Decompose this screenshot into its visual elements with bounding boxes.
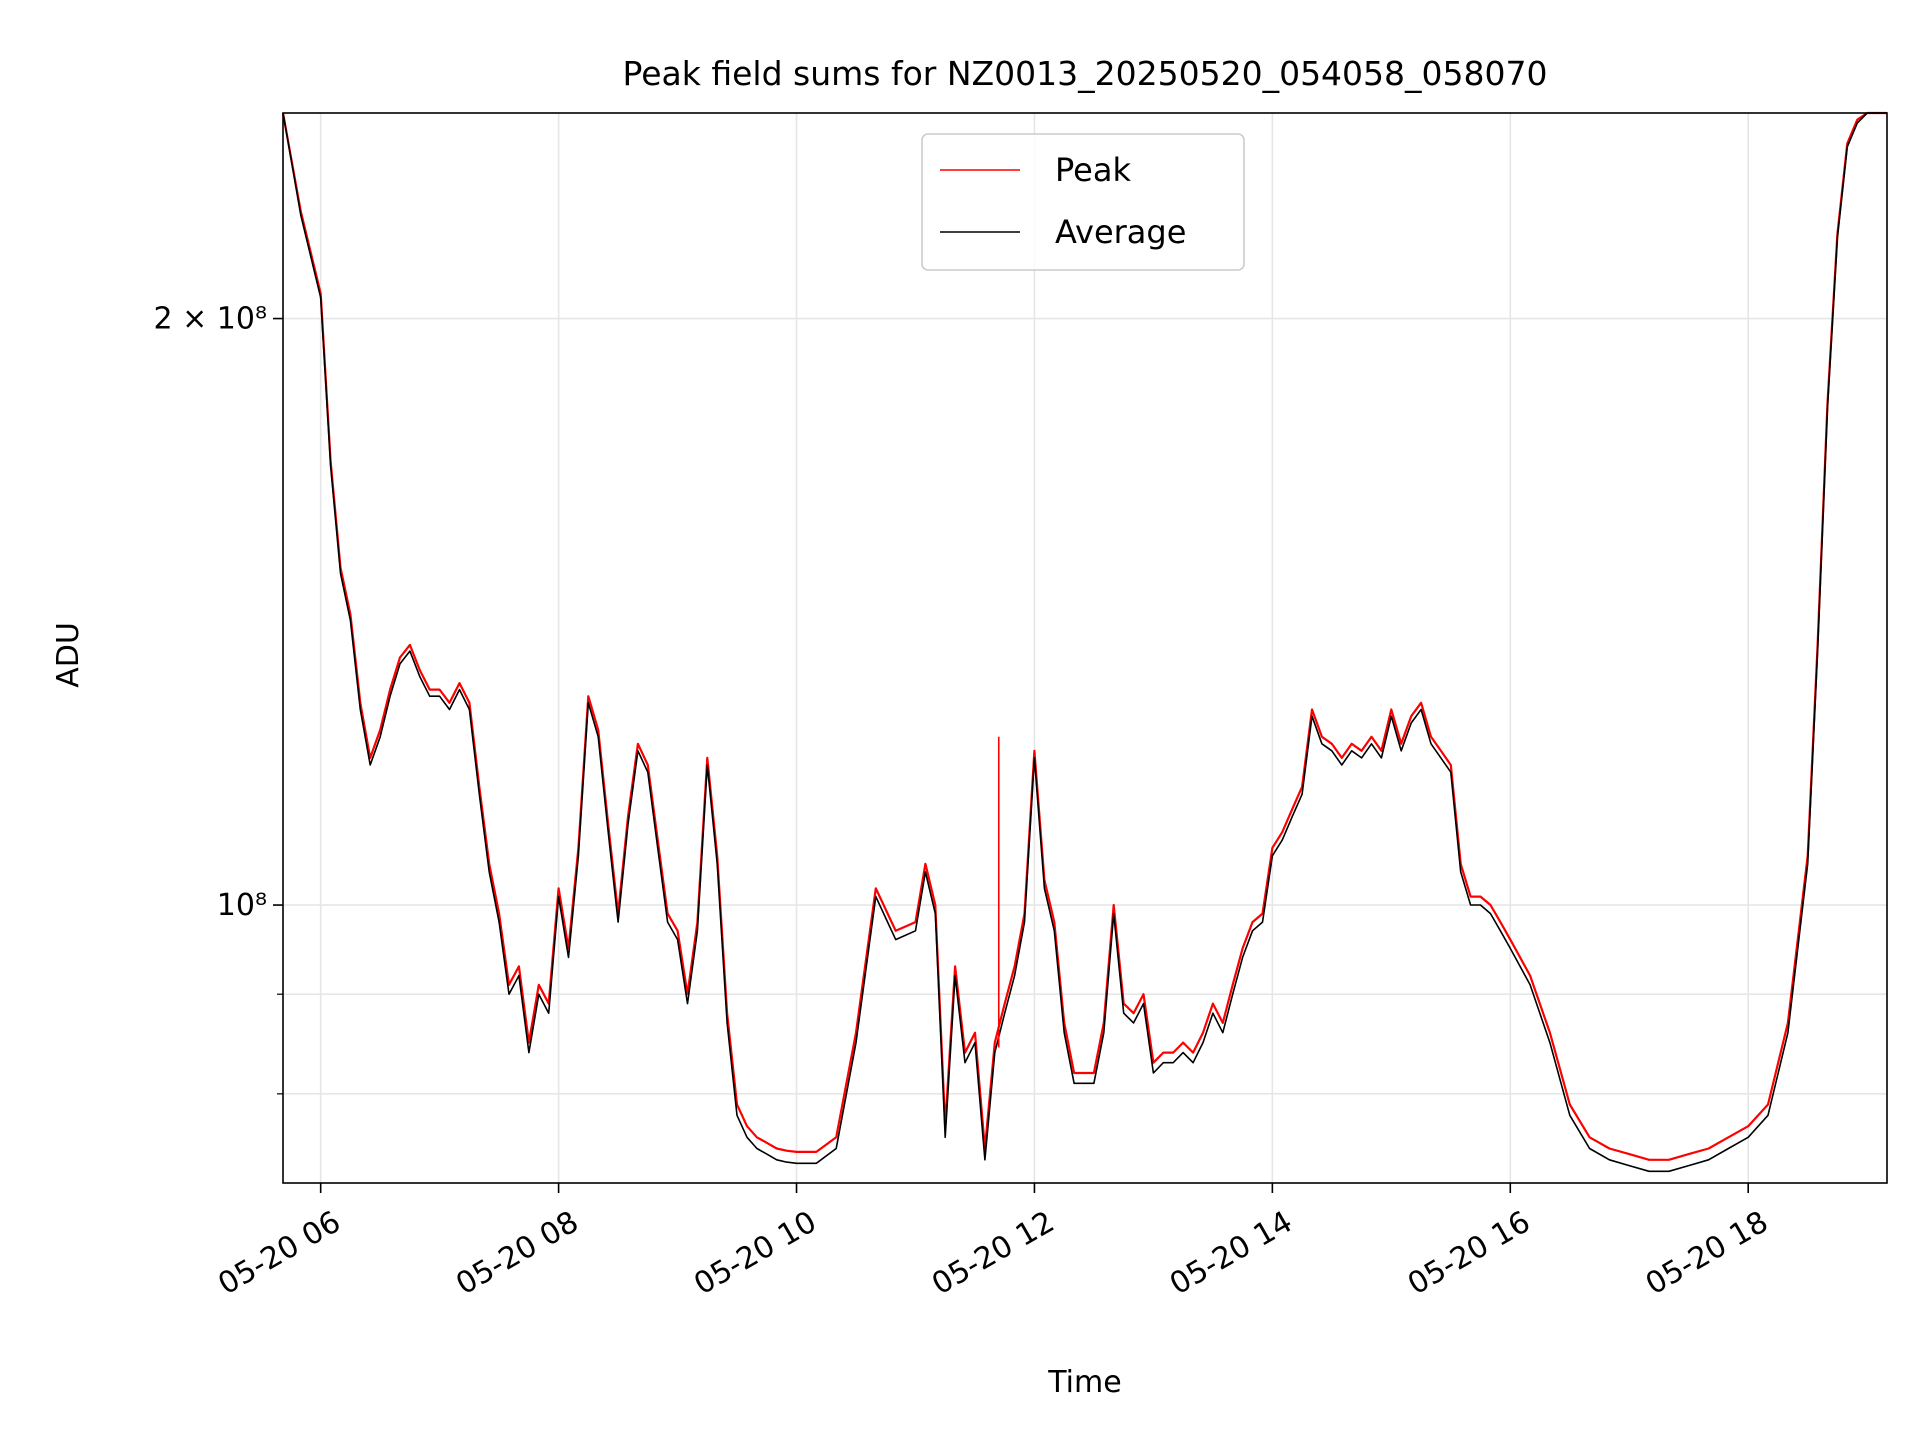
- plot-area-frame: [282, 112, 1888, 1184]
- y-tick-label: 2 × 10⁸: [154, 302, 268, 337]
- grid-layer: [283, 113, 1887, 1183]
- series-layer: [281, 111, 1887, 1173]
- series-line-peak: [281, 111, 1887, 1161]
- chart-title: Peak field sums for NZ0013_20250520_0540…: [622, 54, 1547, 93]
- legend: Peak Average: [921, 133, 1245, 271]
- legend-label-average: Average: [1055, 213, 1186, 251]
- y-axis-label: ADU: [51, 622, 86, 688]
- y-tick-label: 10⁸: [217, 888, 267, 923]
- legend-box: [921, 133, 1245, 271]
- legend-label-peak: Peak: [1055, 151, 1131, 189]
- x-axis-label: Time: [1047, 1365, 1121, 1400]
- series-line-average: [282, 112, 1887, 1173]
